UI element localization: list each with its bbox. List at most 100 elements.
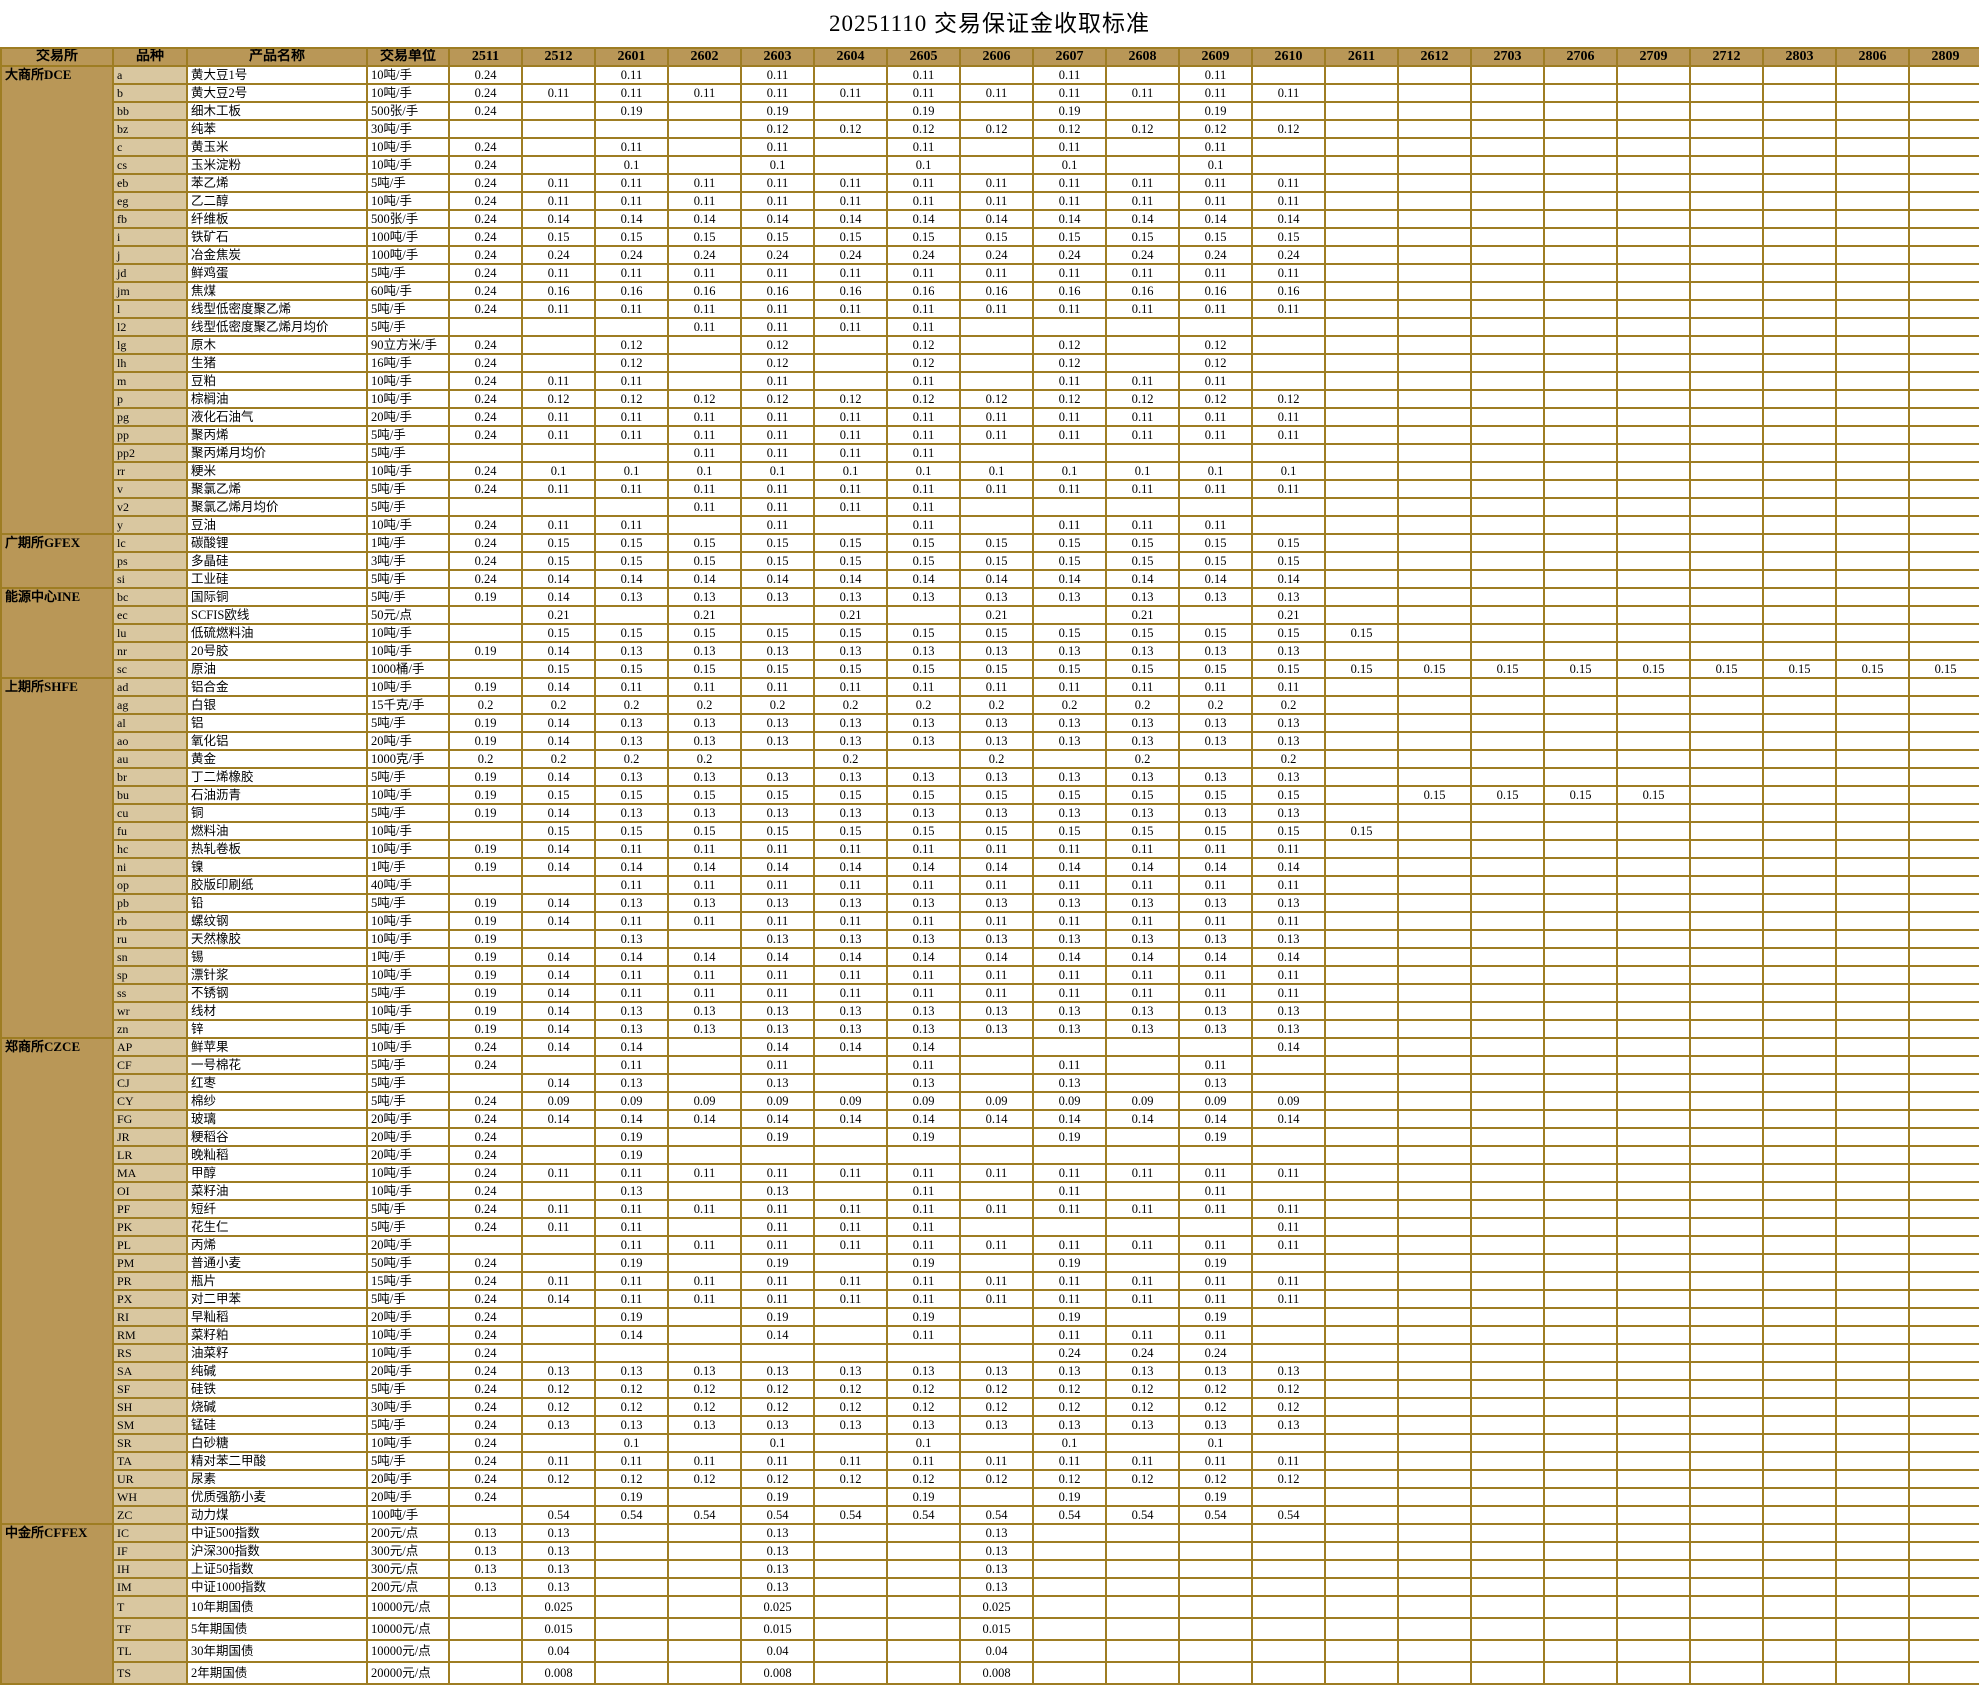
value-cell [813, 1073, 888, 1093]
value-cell: 0.12 [740, 1469, 815, 1489]
value-cell: 0.09 [740, 1091, 815, 1111]
name-cell: 精对苯二甲酸 [186, 1451, 368, 1471]
value-cell [448, 1235, 523, 1255]
value-cell: 0.12 [1178, 1469, 1253, 1489]
value-cell: 0.13 [1032, 731, 1107, 751]
name-cell: 动力煤 [186, 1505, 368, 1525]
unit-cell: 16吨/手 [366, 353, 450, 373]
value-cell: 0.15 [813, 551, 888, 571]
value-cell: 0.11 [1178, 137, 1253, 157]
value-cell: 0.19 [1032, 1487, 1107, 1507]
value-cell [1397, 1451, 1472, 1471]
value-cell: 0.19 [740, 1253, 815, 1273]
value-cell: 0.13 [1105, 893, 1180, 913]
value-cell [1616, 1617, 1691, 1641]
value-cell: 0.11 [521, 191, 596, 211]
table-row: bb 细木工板 500张/手 0.24 0.19 0.19 0.19 0.19 0.19 [1, 101, 1979, 121]
name-cell: 中证1000指数 [186, 1577, 368, 1597]
value-cell [1762, 1415, 1837, 1435]
value-cell [1324, 425, 1399, 445]
value-cell [959, 65, 1034, 85]
value-cell [1835, 1639, 1910, 1663]
unit-cell: 10000元/点 [366, 1595, 450, 1619]
value-cell [1908, 839, 1979, 859]
value-cell [1178, 1617, 1253, 1641]
value-cell [1908, 65, 1979, 85]
name-cell: 硅铁 [186, 1379, 368, 1399]
value-cell [1908, 191, 1979, 211]
unit-cell: 10吨/手 [366, 461, 450, 481]
value-cell: 0.13 [667, 1415, 742, 1435]
value-cell: 0.11 [813, 173, 888, 193]
value-cell: 0.13 [1032, 1415, 1107, 1435]
value-cell: 0.15 [740, 821, 815, 841]
value-cell [1543, 1639, 1618, 1663]
value-cell [594, 443, 669, 463]
value-cell [1762, 1163, 1837, 1183]
unit-cell: 5吨/手 [366, 299, 450, 319]
value-cell: 0.09 [886, 1091, 961, 1111]
table-row: bz 纯苯 30吨/手 0.12 0.12 0.12 0.12 0.12 0.12 0.12 0.1… [1, 119, 1979, 139]
value-cell: 0.54 [813, 1505, 888, 1525]
value-cell [521, 155, 596, 175]
table-row: fb 纤维板 500张/手 0.24 0.14 0.14 0.14 0.14 0.14 0.14 0… [1, 209, 1979, 229]
value-cell [594, 1559, 669, 1579]
value-cell: 0.14 [594, 947, 669, 967]
value-cell: 0.15 [594, 659, 669, 679]
value-cell [1762, 911, 1837, 931]
value-cell [1543, 299, 1618, 319]
value-cell [448, 623, 523, 643]
value-cell [1908, 425, 1979, 445]
value-cell [1689, 65, 1764, 85]
value-cell [1543, 515, 1618, 535]
value-cell [1397, 695, 1472, 715]
value-cell: 0.24 [448, 1199, 523, 1219]
value-cell [1762, 1433, 1837, 1453]
value-cell [1908, 101, 1979, 121]
value-cell: 0.11 [1178, 1289, 1253, 1309]
name-cell: 线型低密度聚乙烯 [186, 299, 368, 319]
value-cell: 0.11 [740, 965, 815, 985]
value-cell [1543, 1199, 1618, 1219]
table-row: lh 生猪 16吨/手 0.24 0.12 0.12 0.12 0.12 0.12 [1, 353, 1979, 373]
value-cell [1470, 1559, 1545, 1579]
value-cell: 0.11 [886, 83, 961, 103]
value-cell [1543, 1289, 1618, 1309]
value-cell [1251, 497, 1326, 517]
value-cell: 0.13 [1105, 1415, 1180, 1435]
value-cell [1835, 443, 1910, 463]
value-cell [1251, 1343, 1326, 1363]
value-cell: 0.11 [740, 983, 815, 1003]
value-cell [1397, 1661, 1472, 1685]
col-header-month: 2611 [1324, 47, 1399, 67]
value-cell [1324, 263, 1399, 283]
code-cell: TL [112, 1639, 188, 1663]
value-cell [1835, 209, 1910, 229]
value-cell [1324, 1307, 1399, 1327]
value-cell: 0.14 [813, 1109, 888, 1129]
value-cell [594, 1661, 669, 1685]
name-cell: 铅 [186, 893, 368, 913]
unit-cell: 500张/手 [366, 209, 450, 229]
unit-cell: 1吨/手 [366, 533, 450, 553]
value-cell: 0.11 [1251, 173, 1326, 193]
value-cell [1397, 1127, 1472, 1147]
value-cell [1543, 1325, 1618, 1345]
value-cell [959, 1487, 1034, 1507]
value-cell [959, 137, 1034, 157]
value-cell [1616, 803, 1691, 823]
value-cell [1689, 227, 1764, 247]
value-cell: 0.11 [886, 1325, 961, 1345]
value-cell [1908, 533, 1979, 553]
value-cell [959, 1127, 1034, 1147]
value-cell: 0.24 [448, 551, 523, 571]
value-cell [1689, 1639, 1764, 1663]
value-cell [448, 317, 523, 337]
value-cell [1543, 1523, 1618, 1543]
value-cell: 0.24 [448, 461, 523, 481]
value-cell [1762, 1145, 1837, 1165]
value-cell: 0.11 [667, 497, 742, 517]
value-cell [1908, 929, 1979, 949]
value-cell [667, 1523, 742, 1543]
value-cell: 0.13 [1178, 1001, 1253, 1021]
